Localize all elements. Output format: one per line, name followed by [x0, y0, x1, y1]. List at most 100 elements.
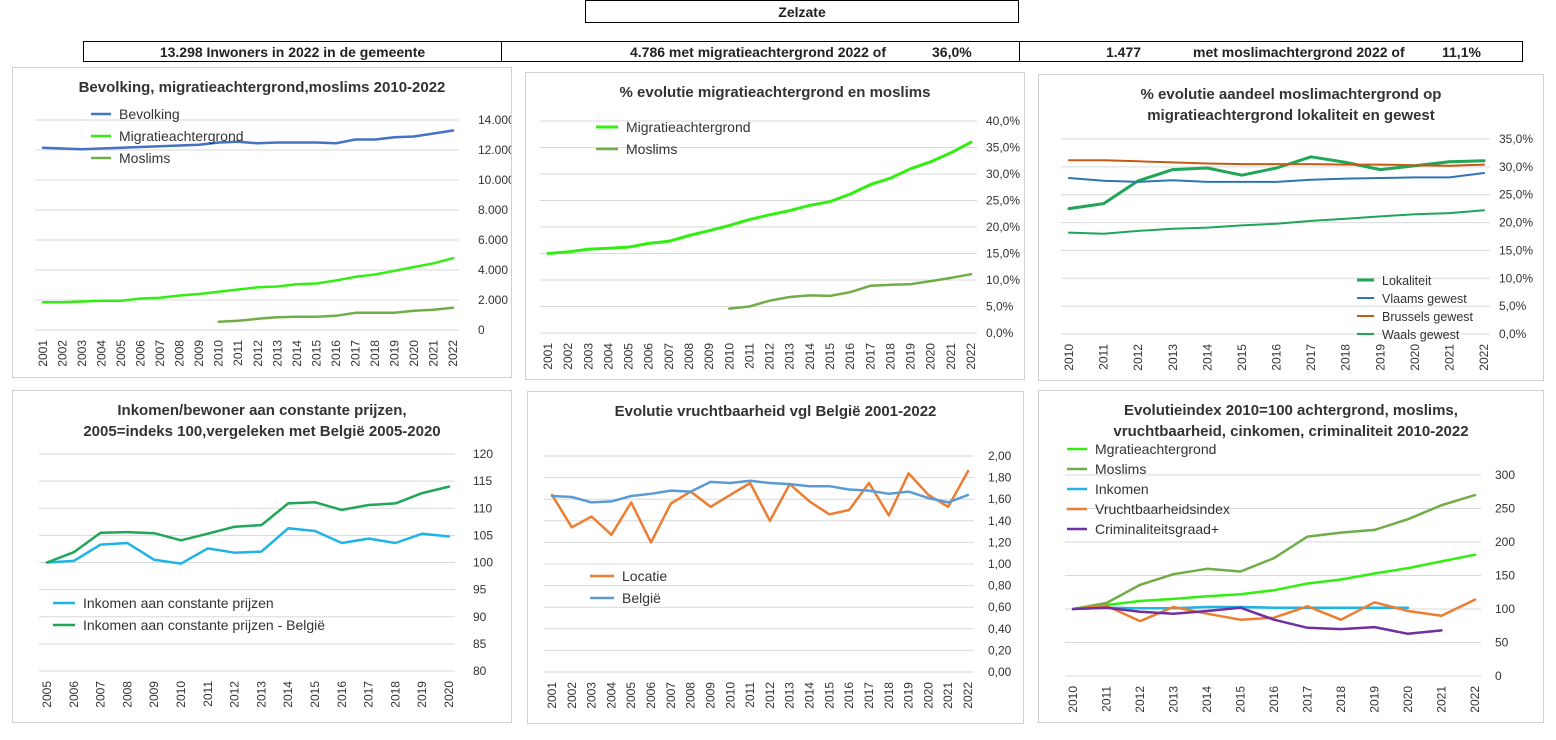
x-tick-label: 2011 — [1100, 686, 1114, 712]
y-tick-label: 1,60 — [988, 492, 1012, 506]
y-tick-label: 100 — [1495, 602, 1515, 616]
page-title: Zelzate — [778, 3, 826, 20]
y-tick-label: 105 — [473, 528, 493, 542]
x-tick-label: 2021 — [941, 682, 955, 709]
x-tick-label: 2016 — [842, 682, 856, 709]
legend-label: Waals gewest — [1382, 328, 1460, 342]
x-tick-label: 2022 — [964, 343, 978, 370]
x-tick-label: 2017 — [348, 340, 362, 367]
x-tick-label: 2006 — [67, 681, 81, 708]
x-tick-label: 2012 — [1131, 344, 1145, 371]
x-tick-label: 2006 — [134, 340, 148, 367]
chart-index: Evolutieindex 2010=100 achtergrond, mosl… — [1038, 390, 1544, 723]
x-tick-label: 2019 — [902, 682, 916, 709]
y-tick-label: 2,00 — [988, 449, 1012, 463]
stat-migration-value: 4.786 met migratieachtergrond 2022 of — [630, 43, 886, 60]
y-tick-label: 0 — [1495, 669, 1502, 683]
y-tick-label: 40,0% — [986, 114, 1020, 128]
series-line-inkomen-aan-constante-prijzen-belgi- — [45, 485, 451, 564]
chart-population: Bevolking, migratieachtergrond,moslims 2… — [12, 67, 512, 378]
x-tick-label: 2018 — [388, 681, 402, 708]
chart-income: Inkomen/bewoner aan constante prijzen, 20… — [12, 390, 512, 723]
x-tick-label: 2015 — [309, 340, 323, 367]
x-tick-label: 2018 — [1339, 344, 1353, 371]
y-tick-label: 30,0% — [1499, 160, 1533, 174]
x-tick-label: 2017 — [863, 343, 877, 370]
x-tick-label: 2017 — [1301, 686, 1315, 713]
x-tick-label: 2003 — [581, 343, 595, 370]
legend-label: Mgratieachtergrond — [1095, 441, 1216, 457]
x-tick-label: 2021 — [426, 340, 440, 367]
x-tick-label: 2014 — [803, 682, 817, 709]
x-tick-label: 2005 — [624, 682, 638, 709]
x-tick-label: 2008 — [682, 343, 696, 370]
y-tick-label: 0,60 — [988, 600, 1012, 614]
legend-label: België — [622, 590, 661, 606]
x-tick-label: 2002 — [561, 343, 575, 370]
x-tick-label: 2015 — [822, 682, 836, 709]
legend-label: Vlaams gewest — [1382, 292, 1467, 306]
x-tick-label: 2003 — [75, 340, 89, 367]
x-tick-label: 2006 — [644, 682, 658, 709]
y-tick-label: 90 — [473, 610, 487, 624]
x-tick-label: 2010 — [174, 681, 188, 708]
chart-title: Bevolking, migratieachtergrond,moslims 2… — [79, 79, 446, 96]
x-tick-label: 2019 — [415, 681, 429, 708]
chart-svg: Evolutieindex 2010=100 achtergrond, mosl… — [1065, 402, 1515, 713]
x-tick-label: 2012 — [228, 681, 242, 708]
series-line-moslims — [217, 306, 455, 324]
x-tick-label: 2018 — [1334, 686, 1348, 713]
y-tick-label: 120 — [473, 447, 493, 461]
x-tick-label: 2012 — [763, 682, 777, 709]
x-tick-label: 2016 — [335, 681, 349, 708]
stat-population: 13.298 Inwoners in 2022 in de gemeente — [159, 43, 426, 60]
y-tick-label: 8.000 — [478, 203, 508, 217]
x-tick-label: 2020 — [442, 681, 456, 708]
stat-muslim-label: met moslimachtergrond 2022 of — [1193, 43, 1405, 60]
y-tick-label: 95 — [473, 583, 487, 597]
legend-label: Brussels gewest — [1382, 310, 1474, 324]
x-tick-label: 2008 — [173, 340, 187, 367]
series-line-locatie — [550, 469, 970, 544]
x-tick-label: 2016 — [843, 343, 857, 370]
x-tick-label: 2015 — [823, 343, 837, 370]
chart-svg: Inkomen/bewoner aan constante prijzen, 20… — [39, 402, 493, 708]
y-tick-label: 14.000 — [478, 113, 511, 127]
x-tick-label: 2009 — [702, 343, 716, 370]
stat-migration-box: 4.786 met migratieachtergrond 2022 of 36… — [501, 41, 1020, 62]
x-tick-label: 2020 — [921, 682, 935, 709]
y-tick-label: 1,20 — [988, 535, 1012, 549]
x-tick-label: 2008 — [684, 682, 698, 709]
y-tick-label: 10,0% — [1499, 271, 1533, 285]
y-tick-label: 50 — [1495, 636, 1509, 650]
legend-label: Moslims — [626, 141, 677, 157]
legend-label: Moslims — [119, 150, 170, 166]
x-tick-label: 2007 — [153, 340, 167, 367]
y-tick-label: 85 — [473, 637, 487, 651]
series-line-inkomen-aan-constante-prijzen — [45, 527, 451, 565]
x-tick-label: 2005 — [622, 343, 636, 370]
x-tick-label: 2021 — [944, 343, 958, 370]
chart-title: % evolutie aandeel moslimachtergrond op — [1141, 86, 1442, 103]
x-tick-label: 2019 — [904, 343, 918, 370]
x-tick-label: 2016 — [1267, 686, 1281, 713]
y-tick-label: 35,0% — [986, 141, 1020, 155]
y-tick-label: 150 — [1495, 569, 1515, 583]
x-tick-label: 2007 — [662, 343, 676, 370]
y-tick-label: 250 — [1495, 502, 1515, 516]
chart-svg: Bevolking, migratieachtergrond,moslims 2… — [35, 79, 511, 367]
x-tick-label: 2009 — [703, 682, 717, 709]
x-tick-label: 2011 — [743, 682, 757, 708]
page-title-box: Zelzate — [585, 0, 1019, 23]
x-tick-label: 2017 — [362, 681, 376, 708]
stat-muslim-box: 1.477 met moslimachtergrond 2022 of 11,1… — [1019, 41, 1523, 62]
stat-migration-pct: 36,0% — [932, 43, 972, 60]
x-tick-label: 2018 — [368, 340, 382, 367]
y-tick-label: 6.000 — [478, 233, 508, 247]
series-line-belgi- — [550, 479, 970, 504]
x-tick-label: 2016 — [1270, 344, 1284, 371]
y-tick-label: 300 — [1495, 468, 1515, 482]
series-line-waals-gewest — [1068, 209, 1485, 235]
x-tick-label: 2019 — [1368, 686, 1382, 713]
chart-svg: Evolutie vruchtbaarheid vgl België 2001-… — [544, 403, 1012, 709]
